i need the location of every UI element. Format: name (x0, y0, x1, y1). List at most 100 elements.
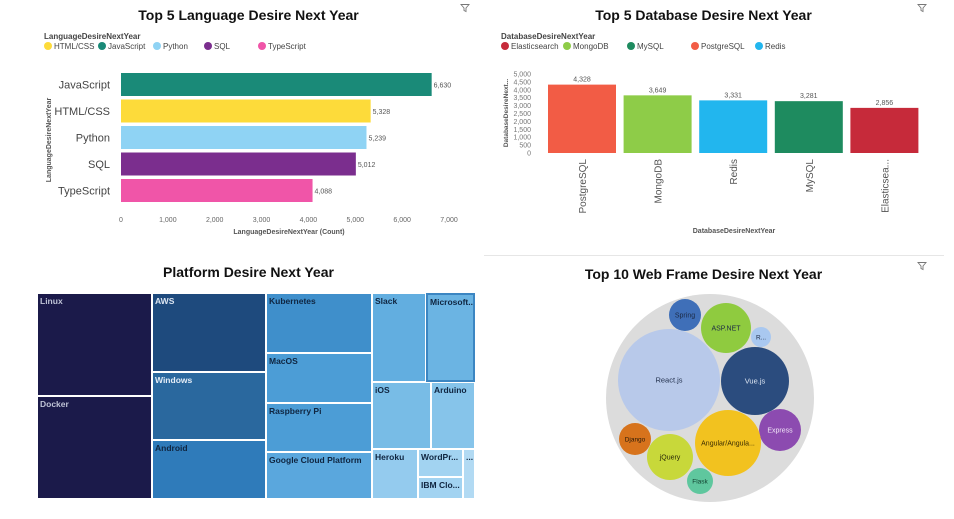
bubble-label: Django (625, 437, 646, 444)
bubble-label: Express (767, 428, 793, 435)
x-axis-label: LanguageDesireNextYear (Count) (233, 229, 344, 236)
bar (548, 84, 616, 153)
treemap-label: Heroku (375, 452, 405, 462)
treemap-cell[interactable]: Windows (152, 372, 266, 440)
bubble-label: jQuery (659, 455, 681, 462)
x-tick-label: 2,000 (206, 217, 224, 224)
bubble-label: Spring (675, 313, 695, 320)
database-chart-panel: Top 5 Database Desire Next Year Database… (477, 0, 954, 255)
legend-label: HTML/CSS (54, 42, 95, 51)
treemap-cell[interactable]: IBM Clo... (418, 477, 463, 499)
webframe-chart-panel: Top 10 Web Frame Desire Next Year Spring… (477, 258, 954, 519)
y-tick-label: 0 (527, 151, 531, 158)
legend-item[interactable]: HTML/CSS (44, 42, 94, 51)
legend-item[interactable]: Python (153, 42, 188, 51)
treemap-label: AWS (155, 296, 175, 306)
legend-item[interactable]: SQL (204, 42, 230, 51)
legend-item[interactable]: TypeScript (258, 42, 306, 51)
database-chart-title: Top 5 Database Desire Next Year (595, 7, 812, 23)
language-chart-panel: Top 5 Language Desire Next Year Language… (0, 0, 477, 255)
x-tick-label: 0 (119, 217, 123, 224)
legend-item[interactable]: MySQL (627, 42, 664, 51)
category-label: SQL (88, 159, 110, 171)
legend-label: Redis (765, 42, 786, 51)
y-tick-label: 3,500 (513, 95, 531, 102)
bar (850, 107, 919, 153)
legend-swatch (153, 42, 161, 50)
y-tick-label: 5,000 (513, 72, 531, 79)
treemap-label: IBM Clo... (421, 480, 460, 490)
data-label: 4,088 (315, 189, 333, 196)
filter-icon[interactable] (917, 261, 927, 271)
legend-swatch (98, 42, 106, 50)
bar (121, 152, 356, 176)
bar (774, 101, 843, 153)
legend-item[interactable]: Redis (755, 42, 785, 51)
treemap-label: Docker (40, 399, 69, 409)
bubble (695, 410, 761, 476)
treemap-cell[interactable]: Raspberry Pi (266, 403, 372, 452)
treemap-label: Arduino (434, 385, 467, 395)
legend-label: Python (163, 42, 188, 51)
bar (121, 73, 432, 96)
bubble-label: Angular/Angula... (701, 441, 755, 448)
bar (121, 99, 371, 123)
y-tick-label: 3,000 (513, 103, 531, 110)
data-label: 4,328 (573, 77, 591, 84)
legend-label: SQL (214, 42, 231, 51)
treemap-cell[interactable]: Heroku (372, 449, 418, 499)
legend-item[interactable]: PostgreSQL (691, 42, 745, 51)
treemap-cell[interactable]: Kubernetes (266, 293, 372, 353)
legend-label: MongoDB (573, 42, 609, 51)
treemap-label: Kubernetes (269, 296, 316, 306)
platform-chart-title: Platform Desire Next Year (163, 264, 334, 280)
y-axis-label: DatabaseDesireNext... (503, 79, 510, 147)
legend-item[interactable]: JavaScript (98, 42, 145, 51)
treemap-cell[interactable]: Arduino (431, 382, 475, 449)
legend-swatch (563, 42, 571, 50)
category-label: Redis (729, 159, 740, 185)
treemap-cell[interactable]: Google Cloud Platform (266, 452, 372, 499)
legend-label: Elasticsearch (511, 42, 559, 51)
webframe-bubble-chart: Spring ASP.NET R... React.js Vue.js Express Dj… (606, 294, 814, 502)
treemap-cell[interactable]: WordPr... (418, 449, 463, 477)
treemap-cell[interactable]: AWS (152, 293, 266, 372)
data-label: 3,331 (724, 92, 742, 99)
treemap-cell[interactable]: MacOS (266, 353, 372, 403)
treemap-cell[interactable]: Slack (372, 293, 426, 382)
category-label: TypeScript (58, 186, 110, 198)
platform-chart-panel: Platform Desire Next Year Linux Docker AWS… (0, 258, 477, 519)
database-bar-chart: 05001,0001,5002,0002,5003,0003,5004,0004… (503, 72, 919, 235)
legend-swatch (501, 42, 509, 50)
treemap-label: Google Cloud Platform (269, 455, 362, 465)
data-label: 3,281 (800, 93, 818, 100)
treemap-cell[interactable]: ... (463, 449, 475, 499)
bubble (759, 409, 801, 451)
data-label: 3,649 (649, 87, 667, 94)
category-label: HTML/CSS (54, 106, 110, 118)
legend-swatch (258, 42, 266, 50)
bubble (669, 299, 701, 331)
treemap-label: Windows (155, 375, 193, 385)
language-legend-title: LanguageDesireNextYear (44, 32, 141, 41)
treemap-cell[interactable]: iOS (372, 382, 431, 449)
legend-label: MySQL (637, 42, 664, 51)
bubble (619, 423, 651, 455)
treemap-cell[interactable]: Linux (37, 293, 152, 396)
bar (121, 126, 367, 149)
treemap-cell[interactable]: Microsoft... (426, 293, 475, 382)
bubble (647, 434, 693, 480)
category-label: PostgreSQL (578, 159, 589, 214)
bubble (751, 327, 771, 347)
filter-icon[interactable] (460, 3, 470, 13)
bar (699, 100, 768, 153)
legend-item[interactable]: MongoDB (563, 42, 609, 51)
legend-label: PostgreSQL (701, 42, 745, 51)
y-tick-label: 500 (519, 143, 531, 150)
legend-label: JavaScript (108, 42, 146, 51)
treemap-cell[interactable]: Android (152, 440, 266, 499)
filter-icon[interactable] (917, 3, 927, 13)
treemap-cell[interactable]: Docker (37, 396, 152, 499)
category-label: MySQL (805, 159, 816, 193)
legend-item[interactable]: Elasticsearch (501, 42, 559, 51)
